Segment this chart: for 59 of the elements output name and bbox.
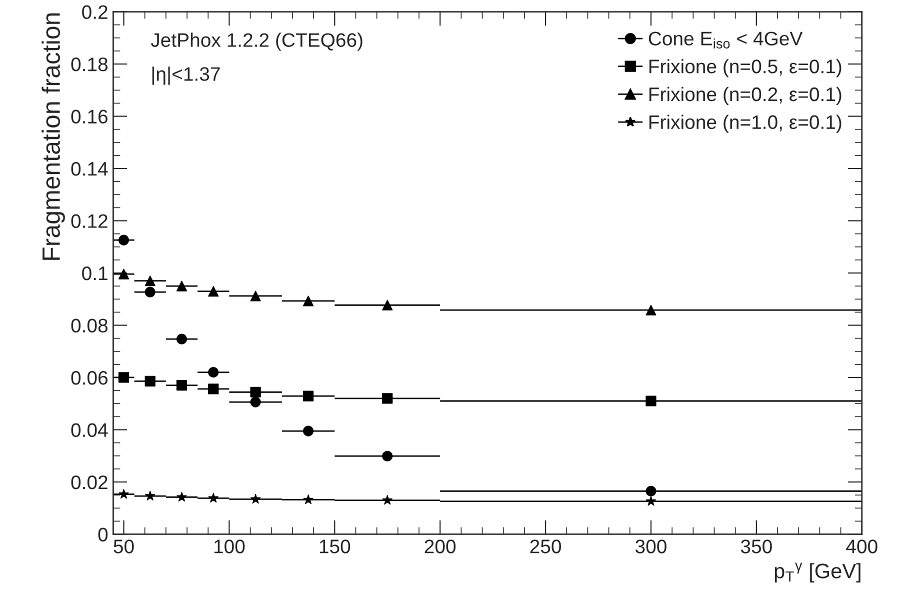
point xyxy=(176,380,188,391)
y-tick-label: 0.06 xyxy=(71,370,108,385)
y-tick-label: 0.2 xyxy=(82,5,108,20)
point xyxy=(646,496,656,506)
point xyxy=(250,290,261,302)
y-tick-label: 0.12 xyxy=(71,214,108,228)
point xyxy=(382,300,393,310)
point xyxy=(208,366,219,378)
x-tick-label: 50 xyxy=(114,540,134,554)
point xyxy=(176,492,187,502)
point xyxy=(302,390,314,402)
point xyxy=(302,296,314,306)
point xyxy=(208,384,219,394)
point xyxy=(144,286,156,298)
point xyxy=(208,286,219,297)
point xyxy=(144,376,156,386)
y-axis-title: Fragmentation fraction xyxy=(42,13,65,260)
point xyxy=(250,386,261,398)
point xyxy=(118,234,130,246)
point xyxy=(144,276,156,286)
point xyxy=(176,334,188,344)
point xyxy=(118,488,129,499)
annotation: JetPhox 1.2.2 (CTEQ66) xyxy=(150,32,362,51)
x-tick-label: 300 xyxy=(636,540,666,554)
y-tick-label: 0.1 xyxy=(82,266,108,280)
x-axis-title: p$_{T}$$^{γ}$ [GeV] xyxy=(774,562,860,582)
point xyxy=(382,494,392,505)
point xyxy=(208,492,218,503)
point xyxy=(303,494,314,504)
legend-label: Cone E$_{iso}$ < 4GeV xyxy=(648,32,803,48)
point xyxy=(302,426,314,436)
legend-label: Frixione (n=1.0, ε=0.1) xyxy=(649,114,842,133)
point xyxy=(250,494,261,504)
y-tick-label: 0.08 xyxy=(71,318,108,332)
y-tick-label: 0.04 xyxy=(71,423,108,437)
point xyxy=(118,372,130,383)
y-tick-label: 0.16 xyxy=(71,110,108,124)
point xyxy=(646,486,656,496)
point xyxy=(382,393,393,404)
y-tick-label: 0.02 xyxy=(71,475,108,490)
point xyxy=(145,490,156,500)
point xyxy=(646,396,656,406)
x-tick-label: 350 xyxy=(740,540,772,554)
annotation: |η|<1.37 xyxy=(152,66,220,85)
x-tick-label: 250 xyxy=(530,540,561,554)
y-tick-label: 0.18 xyxy=(71,57,108,72)
point xyxy=(382,450,393,462)
legend-label: Frixione (n=0.5, ε=0.1) xyxy=(649,59,842,78)
y-tick-label: 0 xyxy=(98,528,108,542)
point xyxy=(118,268,130,280)
point xyxy=(176,280,188,292)
x-tick-label: 400 xyxy=(846,540,878,554)
point xyxy=(646,304,656,316)
x-tick-label: 200 xyxy=(424,540,456,554)
x-tick-label: 100 xyxy=(214,540,245,554)
legend-label: Frixione (n=0.2, ε=0.1) xyxy=(649,86,842,106)
y-tick-label: 0.14 xyxy=(71,162,108,176)
x-tick-label: 150 xyxy=(320,540,350,554)
point xyxy=(250,396,261,408)
